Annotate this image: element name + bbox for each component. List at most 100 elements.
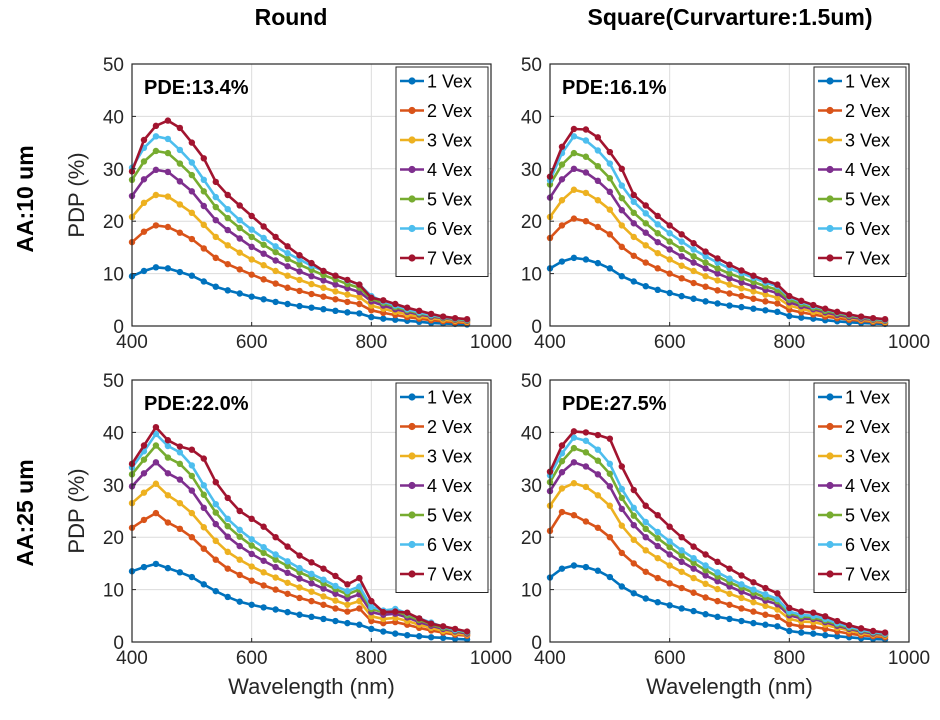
data-point <box>188 235 196 243</box>
data-point <box>320 585 327 592</box>
data-point <box>606 460 614 468</box>
data-point <box>606 483 614 490</box>
data-point <box>582 256 590 263</box>
data-point <box>594 567 602 574</box>
data-point <box>738 303 745 311</box>
y-tick-label: 30 <box>103 160 124 181</box>
data-point <box>212 500 219 508</box>
data-point <box>738 292 745 300</box>
data-point <box>786 292 793 300</box>
data-point <box>308 580 315 587</box>
legend-swatch-marker <box>826 511 834 519</box>
chart-panel-4: 400 600 800 1000 0 10 20 30 40 50 Wavelength (nm) P… <box>521 371 930 699</box>
data-point <box>188 188 196 195</box>
data-point <box>726 302 733 309</box>
data-point <box>236 556 243 563</box>
data-point <box>582 563 590 571</box>
data-point <box>582 137 590 144</box>
data-point <box>248 271 255 278</box>
legend-swatch-marker <box>826 195 834 203</box>
data-point <box>594 471 602 478</box>
data-point <box>702 567 709 574</box>
data-point <box>380 628 387 635</box>
data-point <box>451 625 459 633</box>
data-point <box>762 584 769 592</box>
data-point <box>582 189 590 197</box>
data-point <box>212 178 219 186</box>
data-point <box>260 604 267 611</box>
data-point <box>284 284 291 291</box>
data-point <box>666 602 673 609</box>
data-point <box>702 273 709 280</box>
data-point <box>690 279 697 287</box>
data-point <box>392 608 399 615</box>
data-point <box>188 171 196 179</box>
data-point <box>834 617 841 625</box>
data-point <box>152 560 160 568</box>
data-point <box>690 574 697 582</box>
data-point <box>630 486 637 494</box>
data-point <box>152 122 160 130</box>
x-tick-label: 800 <box>773 648 805 669</box>
data-point <box>140 563 148 571</box>
data-point <box>140 267 148 275</box>
data-point <box>320 593 327 600</box>
data-point <box>666 246 673 253</box>
data-point <box>164 564 172 572</box>
data-point <box>284 272 291 279</box>
legend-swatch-marker <box>408 106 416 115</box>
data-point <box>212 556 219 563</box>
data-point <box>762 611 769 618</box>
data-point <box>260 557 267 564</box>
data-point <box>296 594 303 602</box>
data-point <box>606 175 614 182</box>
data-point <box>296 611 303 618</box>
data-point <box>212 233 219 241</box>
data-point <box>439 313 447 320</box>
data-point <box>630 198 637 206</box>
legend-swatch-marker <box>408 422 416 431</box>
data-point <box>714 578 721 585</box>
legend-label: 6 Vex <box>845 535 890 555</box>
x-tick-label: 400 <box>534 332 566 353</box>
data-point <box>654 574 661 582</box>
data-point <box>260 543 267 551</box>
data-point <box>260 234 267 242</box>
data-point <box>152 459 160 466</box>
data-point <box>224 522 231 530</box>
data-point <box>236 266 243 273</box>
data-point <box>642 547 649 554</box>
y-axis-label: PDP (%) <box>64 468 89 553</box>
data-point <box>582 169 590 176</box>
data-point <box>666 270 673 277</box>
data-point <box>368 307 375 314</box>
x-tick-label: 1000 <box>470 648 512 669</box>
data-point <box>606 470 614 477</box>
data-point <box>642 220 649 227</box>
data-point <box>594 134 602 141</box>
data-point <box>427 634 435 641</box>
legend-swatch-marker <box>826 452 834 460</box>
legend-swatch-marker <box>408 393 416 401</box>
data-point <box>606 573 614 581</box>
data-point <box>176 124 184 132</box>
data-point <box>714 569 721 576</box>
data-point <box>606 148 614 156</box>
data-point <box>558 485 566 492</box>
data-point <box>439 634 447 642</box>
legend-label: 4 Vex <box>845 160 890 180</box>
y-tick-label: 0 <box>113 633 124 654</box>
data-point <box>164 437 172 444</box>
x-tick-label: 800 <box>773 332 805 353</box>
data-point <box>845 311 853 318</box>
data-point <box>272 574 279 581</box>
data-point <box>678 568 685 575</box>
data-point <box>750 272 757 279</box>
data-point <box>344 587 351 595</box>
data-point <box>606 160 614 167</box>
data-point <box>176 476 184 483</box>
data-point <box>726 281 733 288</box>
data-point <box>164 265 172 272</box>
data-point <box>618 194 625 202</box>
